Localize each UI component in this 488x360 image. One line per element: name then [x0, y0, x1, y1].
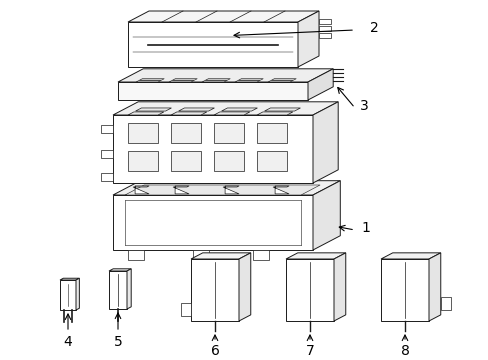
Polygon shape	[128, 22, 297, 67]
Polygon shape	[125, 185, 320, 195]
Polygon shape	[312, 102, 338, 183]
Polygon shape	[221, 108, 257, 111]
Polygon shape	[202, 80, 226, 82]
Polygon shape	[271, 79, 296, 80]
Polygon shape	[264, 108, 300, 111]
Polygon shape	[267, 80, 292, 82]
Polygon shape	[238, 79, 263, 80]
Polygon shape	[169, 80, 194, 82]
Polygon shape	[272, 186, 288, 194]
Text: 5: 5	[113, 335, 122, 349]
Polygon shape	[128, 112, 163, 115]
Polygon shape	[136, 80, 161, 82]
Polygon shape	[101, 173, 113, 181]
Polygon shape	[76, 278, 79, 310]
Polygon shape	[318, 26, 330, 31]
Polygon shape	[60, 280, 76, 310]
Polygon shape	[133, 186, 149, 194]
Text: 6: 6	[210, 344, 219, 358]
Polygon shape	[171, 123, 201, 143]
Polygon shape	[257, 112, 292, 115]
Polygon shape	[285, 253, 345, 259]
Text: 1: 1	[360, 221, 369, 235]
Polygon shape	[380, 253, 440, 259]
Polygon shape	[235, 80, 260, 82]
Polygon shape	[257, 151, 286, 171]
Polygon shape	[428, 253, 440, 321]
Polygon shape	[307, 69, 332, 100]
Polygon shape	[118, 69, 332, 82]
Polygon shape	[109, 271, 127, 309]
Polygon shape	[191, 259, 239, 321]
Polygon shape	[285, 259, 333, 321]
Polygon shape	[127, 269, 131, 309]
Polygon shape	[333, 253, 345, 321]
Polygon shape	[118, 82, 307, 100]
Polygon shape	[214, 112, 249, 115]
Text: 4: 4	[63, 335, 72, 349]
Polygon shape	[113, 181, 340, 195]
Polygon shape	[60, 278, 79, 280]
Polygon shape	[239, 253, 250, 321]
Polygon shape	[135, 108, 171, 111]
Polygon shape	[173, 186, 189, 194]
Polygon shape	[193, 250, 208, 260]
Text: 2: 2	[369, 21, 378, 35]
Polygon shape	[252, 250, 268, 260]
Polygon shape	[178, 108, 214, 111]
Polygon shape	[297, 11, 318, 67]
Polygon shape	[113, 115, 312, 183]
Polygon shape	[101, 150, 113, 158]
Polygon shape	[109, 269, 131, 271]
Polygon shape	[101, 125, 113, 133]
Polygon shape	[128, 11, 318, 22]
Polygon shape	[214, 151, 244, 171]
Polygon shape	[191, 253, 250, 259]
Polygon shape	[440, 297, 450, 310]
Polygon shape	[223, 186, 239, 194]
Polygon shape	[312, 181, 340, 250]
Polygon shape	[171, 151, 201, 171]
Text: 7: 7	[305, 344, 314, 358]
Polygon shape	[113, 195, 312, 250]
Polygon shape	[171, 112, 206, 115]
Polygon shape	[318, 19, 330, 24]
Polygon shape	[128, 123, 158, 143]
Polygon shape	[128, 250, 143, 260]
Polygon shape	[113, 102, 338, 115]
Polygon shape	[380, 259, 428, 321]
Polygon shape	[318, 33, 330, 38]
Text: 3: 3	[359, 99, 368, 113]
Polygon shape	[214, 123, 244, 143]
Polygon shape	[205, 79, 230, 80]
Polygon shape	[172, 79, 197, 80]
Polygon shape	[128, 151, 158, 171]
Polygon shape	[257, 123, 286, 143]
Polygon shape	[181, 303, 191, 316]
Text: 8: 8	[400, 344, 408, 358]
Polygon shape	[139, 79, 164, 80]
